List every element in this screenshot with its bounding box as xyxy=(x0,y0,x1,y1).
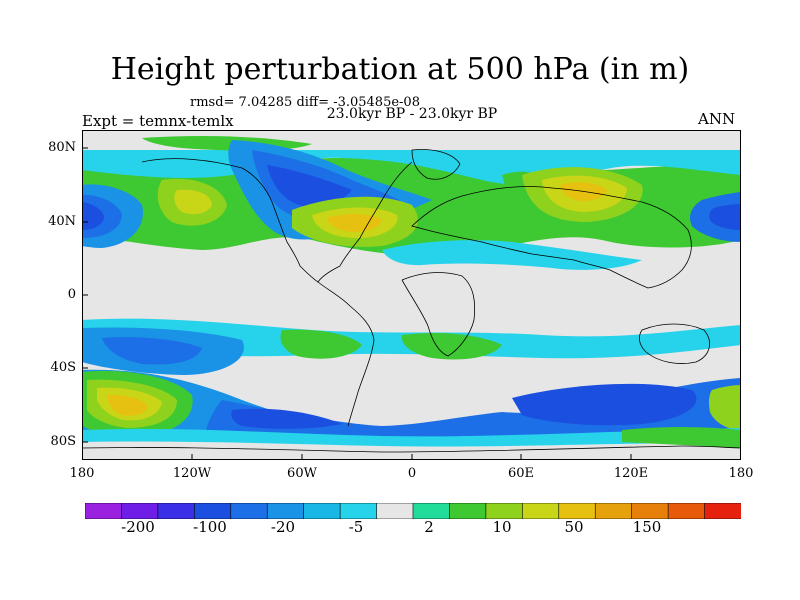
lon-label-120e: 120E xyxy=(613,466,649,481)
height-perturbation-map xyxy=(82,130,741,460)
coast-antarctica xyxy=(82,445,741,453)
colorbar-swatch xyxy=(412,502,451,520)
colorbar-label: 10 xyxy=(492,518,512,536)
colorbar-swatches xyxy=(84,502,742,520)
colorbar-label: 2 xyxy=(424,518,434,536)
lon-label-180-west: 180 xyxy=(69,466,95,481)
colorbar-swatch xyxy=(594,502,633,520)
coast-north-america xyxy=(141,158,413,283)
colorbar-label: -20 xyxy=(270,518,296,536)
lat-label-80n: 80N xyxy=(48,140,76,155)
plot-title: Height perturbation at 500 hPa (in m) xyxy=(110,52,690,87)
field-na-trough-3 xyxy=(267,165,352,207)
colorbar-swatch xyxy=(266,502,305,520)
experiment-label: Expt = temnx-temlx xyxy=(82,112,234,130)
time-subtitle: 23.0kyr BP - 23.0kyr BP xyxy=(326,106,498,122)
colorbar-swatch xyxy=(631,502,669,520)
map-panel xyxy=(82,130,741,460)
colorbar-swatch xyxy=(667,502,706,520)
colorbar-swatch xyxy=(194,502,232,520)
colorbar-label: -100 xyxy=(193,518,227,536)
lon-label-180-east: 180 xyxy=(728,466,754,481)
field-pac-high-2 xyxy=(174,189,212,215)
colorbar-swatch xyxy=(230,502,268,520)
colorbar-swatch xyxy=(157,502,195,520)
colorbar-label: -200 xyxy=(121,518,155,536)
lat-label-40s: 40S xyxy=(50,360,76,375)
lon-label-60e: 60E xyxy=(507,466,535,481)
lat-label-80s: 80S xyxy=(50,434,76,449)
lat-label-equator: 0 xyxy=(67,287,76,302)
colorbar-swatch xyxy=(485,502,523,520)
colorbar-label: 150 xyxy=(632,518,662,536)
lat-label-40n: 40N xyxy=(48,214,76,229)
map-ticks xyxy=(82,147,632,460)
field-antarctic-green xyxy=(622,427,741,448)
colorbar-swatch xyxy=(449,502,487,520)
coast-australia xyxy=(638,323,710,364)
lon-label-120w: 120W xyxy=(172,466,212,481)
coast-africa xyxy=(401,272,476,357)
field-sio-low xyxy=(512,383,697,426)
coast-south-america xyxy=(317,281,375,427)
colorbar-swatch xyxy=(522,502,560,520)
field-tasman-high xyxy=(708,385,741,430)
colorbar-label: -5 xyxy=(348,518,364,536)
colorbar-swatch xyxy=(704,502,742,520)
coastlines xyxy=(82,149,741,453)
colorbar-swatch xyxy=(376,502,414,520)
colorbar xyxy=(84,502,742,523)
field-npac-low-3 xyxy=(82,202,104,230)
colorbar-swatch xyxy=(303,502,341,520)
season-label: ANN xyxy=(698,110,736,128)
lon-label-0: 0 xyxy=(407,466,417,481)
field-spac-high-4 xyxy=(107,394,148,416)
field-satl-low xyxy=(231,408,342,429)
colorbar-swatch xyxy=(121,502,159,520)
field-antarctic-neutral xyxy=(82,441,741,460)
coast-eurasia xyxy=(411,186,692,289)
coast-greenland xyxy=(411,149,461,180)
lon-label-60w: 60W xyxy=(287,466,317,481)
field-wpac-low-2 xyxy=(709,204,741,230)
colorbar-swatch xyxy=(558,502,596,520)
field-sam-green xyxy=(280,329,362,359)
field-atl-high-3 xyxy=(327,214,382,232)
colorbar-swatch xyxy=(84,502,123,520)
field-tropical-cyan xyxy=(382,240,642,270)
field-satl-green xyxy=(401,333,502,360)
colorbar-label: 50 xyxy=(564,518,584,536)
colorbar-swatch xyxy=(339,502,378,520)
rmsd-diff-stats: rmsd= 7.04285 diff= -3.05485e-08 xyxy=(190,95,420,110)
field-spac-low-2 xyxy=(102,337,202,365)
